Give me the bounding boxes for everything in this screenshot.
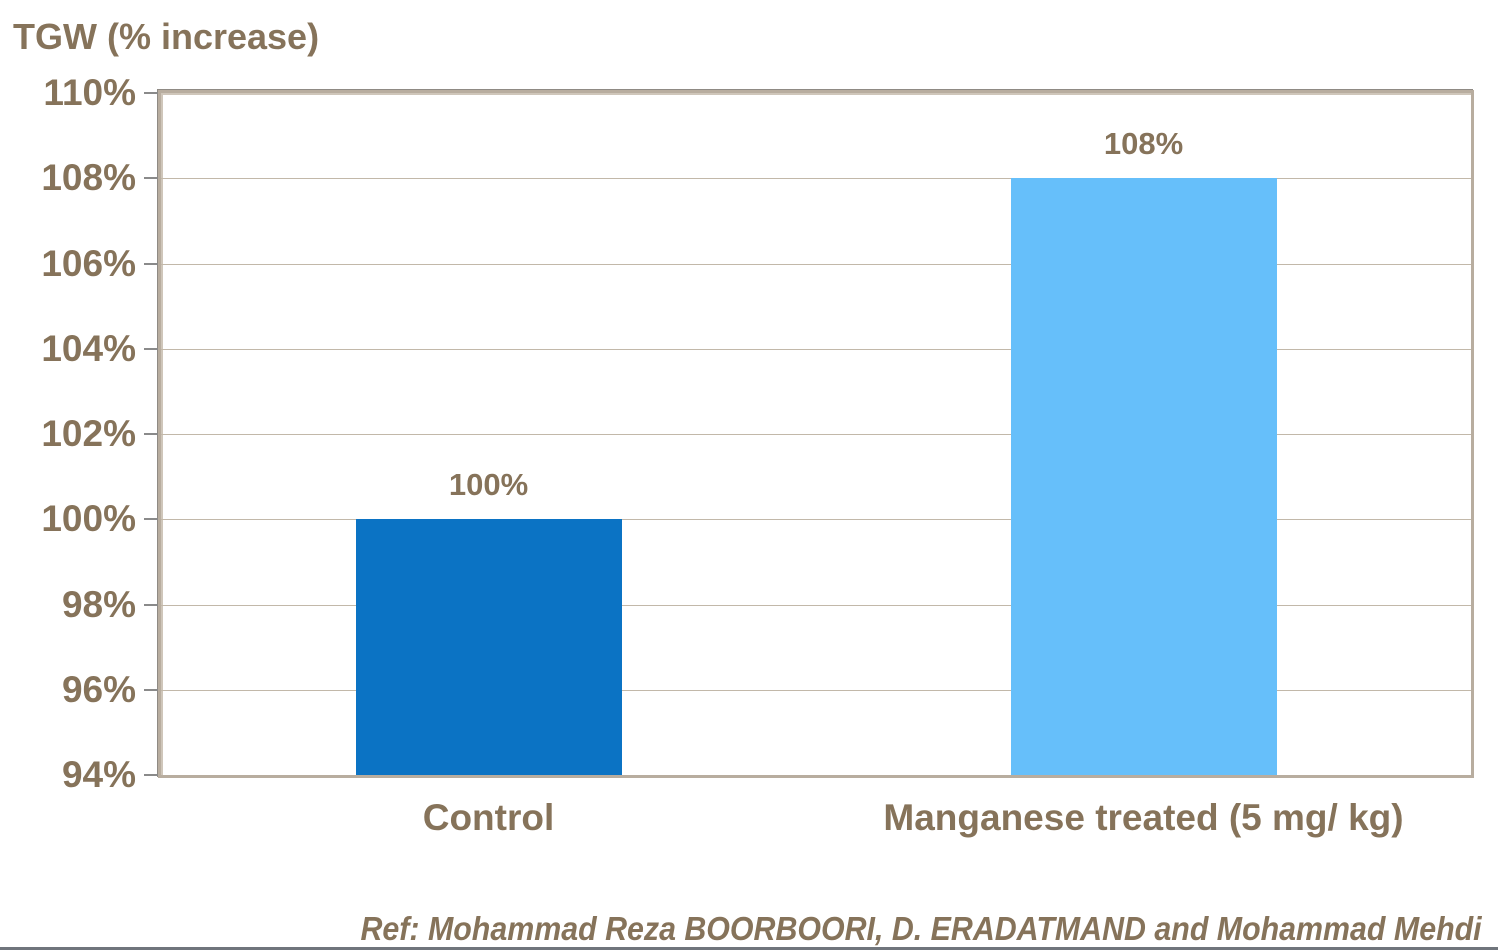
y-axis-tick-104 xyxy=(144,347,158,350)
y-axis-tick-100 xyxy=(144,518,158,521)
gridline-96 xyxy=(161,689,1471,691)
gridline-108 xyxy=(161,178,1471,180)
x-axis-label-control: Control xyxy=(422,797,555,838)
chart-title: TGW (% increase) xyxy=(13,16,320,57)
gridline-102 xyxy=(161,434,1471,435)
gridline-100 xyxy=(161,519,1471,521)
y-axis-tick-94 xyxy=(144,774,158,776)
x-axis-label-manganese-treated-5-mg-kg: Manganese treated (5 mg/ kg) xyxy=(883,797,1404,838)
bar-value-label-control: 100% xyxy=(448,467,529,503)
y-axis-tick-110 xyxy=(144,92,158,94)
gridline-98 xyxy=(161,604,1471,606)
y-axis-tick-98 xyxy=(144,603,158,606)
gridline-106 xyxy=(161,263,1471,265)
y-axis-label-98: 98% xyxy=(61,583,136,625)
y-axis-label-108: 108% xyxy=(41,157,136,199)
bottom-rule xyxy=(0,947,1498,950)
y-axis-label-110: 110% xyxy=(43,72,136,113)
y-axis-tick-102 xyxy=(144,433,158,435)
y-axis-label-94: 94% xyxy=(61,754,136,795)
y-axis-tick-106 xyxy=(144,262,158,265)
y-axis-tick-108 xyxy=(144,177,158,180)
y-axis-label-102: 102% xyxy=(41,413,136,454)
reference-text: Ref: Mohammad Reza BOORBOORI, D. ERADATM… xyxy=(360,910,1482,947)
y-axis-label-106: 106% xyxy=(41,242,136,284)
plot-area: 100% 108% xyxy=(158,90,1474,778)
bar-manganese-treated-5-mg-kg xyxy=(1010,178,1277,775)
gridline-104 xyxy=(161,348,1471,350)
y-axis-label-104: 104% xyxy=(41,327,136,369)
bar-value-label-manganese-treated-5-mg-kg: 108% xyxy=(1103,126,1184,162)
bar-control xyxy=(355,519,622,775)
y-axis-label-100: 100% xyxy=(41,498,136,540)
y-axis-tick-96 xyxy=(144,688,158,691)
y-axis-label-96: 96% xyxy=(61,668,136,710)
